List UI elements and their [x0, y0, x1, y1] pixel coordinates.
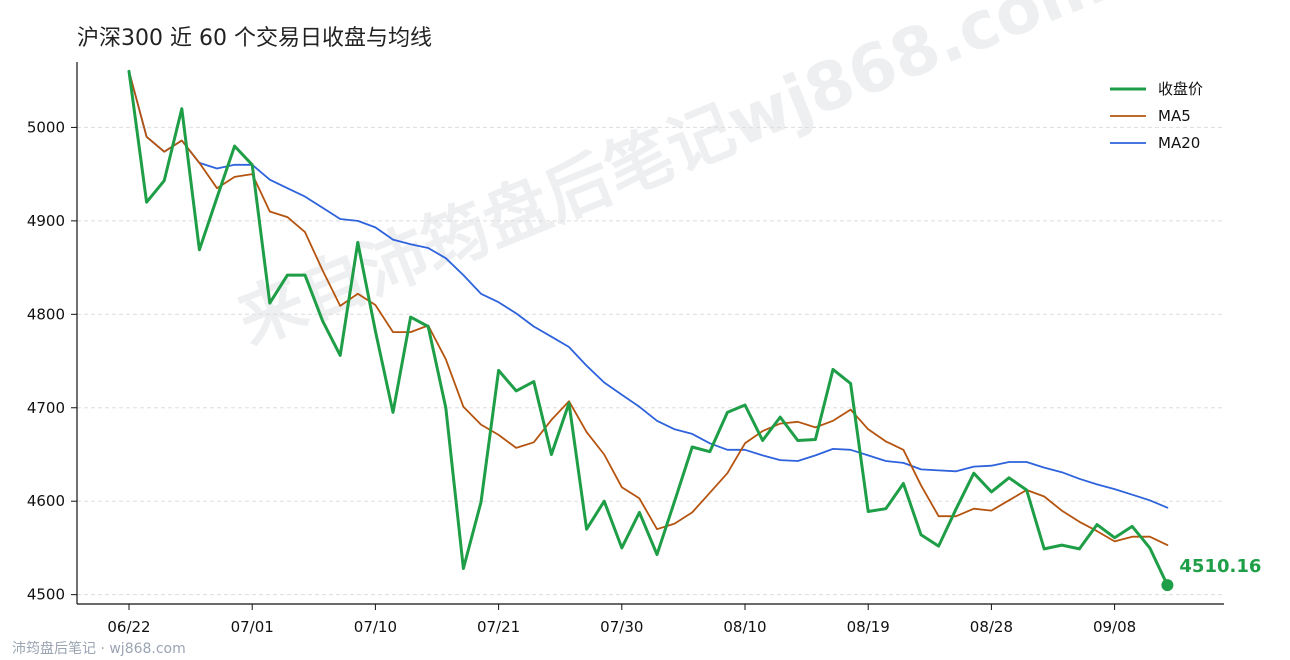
x-tick-label-7: 08/28 [970, 618, 1013, 636]
y-tick-label-2: 4700 [27, 399, 65, 417]
x-tick-label-8: 09/08 [1093, 618, 1136, 636]
y-tick-label-0: 4500 [27, 586, 65, 604]
y-tick-label-3: 4800 [27, 305, 65, 323]
x-tick-label-6: 08/19 [847, 618, 890, 636]
x-tick-label-4: 07/30 [600, 618, 643, 636]
x-tick-label-2: 07/10 [354, 618, 397, 636]
footer-credit: 沛筠盘后笔记 · wj868.com [12, 641, 186, 657]
axes [76, 62, 1224, 605]
x-axis-ticks: 06/22 07/01 07/10 07/21 07/30 08/10 08/19 08/28… [107, 604, 1136, 636]
x-tick-label-3: 07/21 [477, 618, 520, 636]
last-point-group: 4510.16 [1161, 556, 1261, 592]
legend-label-2: MA20 [1158, 134, 1200, 152]
y-tick-label-5: 5000 [27, 118, 65, 136]
last-close-label: 4510.16 [1179, 556, 1261, 577]
y-tick-label-1: 4600 [27, 492, 65, 510]
x-tick-label-5: 08/10 [723, 618, 766, 636]
watermark: 来自沛筠盘后笔记wj868.com [227, 0, 1116, 360]
series-lines [127, 69, 1169, 587]
chart-title: 沪深300 近 60 个交易日收盘与均线 [77, 26, 432, 51]
y-axis-ticks: 4500 4600 4700 4800 4900 5000 [27, 118, 77, 604]
series-line-close [127, 69, 1169, 587]
x-tick-label-0: 06/22 [107, 618, 150, 636]
legend-label-0: 收盘价 [1158, 80, 1203, 98]
series-line-ma5 [128, 70, 1169, 546]
series-line-ma20 [128, 70, 1169, 509]
legend-label-1: MA5 [1158, 107, 1191, 125]
x-tick-label-1: 07/01 [231, 618, 274, 636]
grid-lines [77, 126, 1224, 596]
last-close-point [1161, 579, 1174, 592]
y-tick-label-4: 4900 [27, 212, 65, 230]
legend: 收盘价 MA5 MA20 [1110, 80, 1203, 152]
